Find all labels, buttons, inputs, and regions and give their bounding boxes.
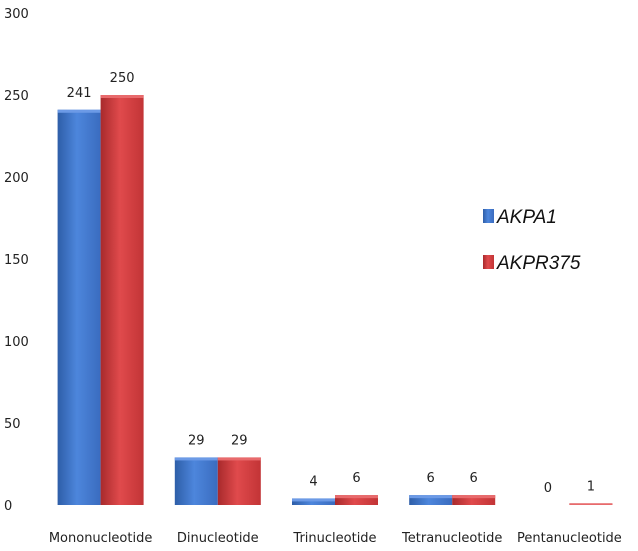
x-tick-label: Dinucleotide <box>177 531 259 546</box>
bar-top-face <box>174 457 218 461</box>
y-tick-label: 50 <box>4 417 21 432</box>
y-tick-label: 0 <box>4 499 12 514</box>
legend-swatch-akpr375 <box>483 255 494 269</box>
data-label-akpr375-dinucleotide: 29 <box>231 433 248 448</box>
bar-akpr375-trinucleotide <box>335 495 378 505</box>
bar-akpa1-mononucleotide <box>57 109 101 505</box>
data-label-akpr375-mononucleotide: 250 <box>110 71 135 86</box>
bar-akpa1-trinucleotide <box>292 498 335 505</box>
x-axis: Mononucleotide Dinucleotide Trinucleotide T… <box>49 531 622 546</box>
bar-top-face <box>217 457 261 461</box>
bar-top-face <box>335 495 378 499</box>
bar-top-face <box>452 495 496 499</box>
data-label-akpa1-trinucleotide: 4 <box>309 474 317 489</box>
data-label-akpa1-pentanucleotide: 0 <box>544 481 552 496</box>
x-tick-label: Mononucleotide <box>49 531 153 546</box>
data-labels: 241 250 29 29 4 6 6 6 0 1 <box>67 71 595 496</box>
legend-swatch-akpa1 <box>483 209 494 223</box>
bar-akpr375-tetranucleotide <box>452 495 496 505</box>
data-label-akpa1-mononucleotide: 241 <box>67 86 92 101</box>
legend: AKPA1 AKPR375 <box>483 207 581 274</box>
y-tick-label: 300 <box>4 7 29 22</box>
bars <box>57 95 613 505</box>
bar-akpr375-dinucleotide <box>217 457 261 505</box>
bar-top-face <box>100 95 144 98</box>
x-tick-label: Trinucleotide <box>292 531 376 546</box>
bar-top-face <box>292 498 335 502</box>
data-label-akpa1-tetranucleotide: 6 <box>427 471 435 486</box>
legend-label-akpa1: AKPA1 <box>496 207 557 228</box>
data-label-akpr375-pentanucleotide: 1 <box>587 479 595 494</box>
y-tick-label: 200 <box>4 171 29 186</box>
bar-top-face <box>409 495 453 499</box>
legend-label-akpr375: AKPR375 <box>496 253 581 274</box>
data-label-akpr375-tetranucleotide: 6 <box>470 471 478 486</box>
bar-akpa1-dinucleotide <box>174 457 218 505</box>
y-axis: 0 50 100 150 200 250 300 <box>4 7 29 514</box>
x-tick-label: Pentanucleotide <box>517 531 622 546</box>
y-tick-label: 250 <box>4 89 29 104</box>
y-tick-label: 150 <box>4 253 29 268</box>
x-tick-label: Tetranucleotide <box>401 531 502 546</box>
bar-top-face <box>569 503 613 505</box>
bar-akpa1-tetranucleotide <box>409 495 453 505</box>
y-tick-label: 100 <box>4 335 29 350</box>
data-label-akpr375-trinucleotide: 6 <box>352 471 360 486</box>
data-label-akpa1-dinucleotide: 29 <box>188 433 205 448</box>
bar-akpr375-mononucleotide <box>100 95 144 505</box>
bar-top-face <box>57 109 101 113</box>
